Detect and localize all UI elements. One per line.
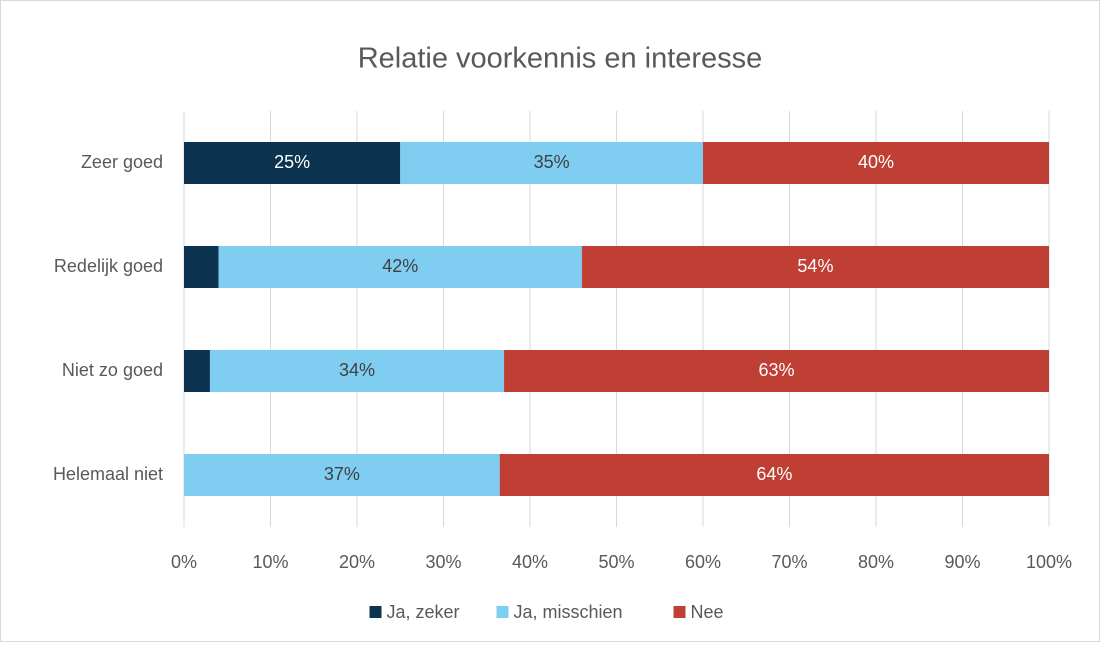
bar-segment: [184, 350, 210, 392]
y-tick-label: Zeer goed: [81, 152, 163, 172]
legend-label: Nee: [691, 602, 724, 622]
bar-segment: [218, 246, 582, 288]
bar-segment: [581, 246, 1049, 288]
x-tick-label: 0%: [171, 552, 197, 572]
x-tick-label: 50%: [598, 552, 634, 572]
data-label: 25%: [274, 152, 310, 172]
bar-segment: [504, 350, 1049, 392]
data-label: 34%: [339, 360, 375, 380]
y-tick-label: Helemaal niet: [53, 464, 163, 484]
legend-label: Ja, zeker: [387, 602, 460, 622]
legend-label: Ja, misschien: [514, 602, 623, 622]
bar-segment: [184, 142, 401, 184]
data-label: 35%: [534, 152, 570, 172]
x-tick-label: 20%: [339, 552, 375, 572]
data-label: 42%: [382, 256, 418, 276]
x-tick-label: 10%: [252, 552, 288, 572]
x-tick-label: 80%: [858, 552, 894, 572]
data-label: 54%: [797, 256, 833, 276]
x-tick-label: 60%: [685, 552, 721, 572]
chart-title: Relatie voorkennis en interesse: [358, 43, 763, 75]
y-tick-label: Redelijk goed: [54, 256, 163, 276]
x-tick-label: 40%: [512, 552, 548, 572]
legend-swatch: [496, 606, 509, 618]
bar-segment: [209, 350, 505, 392]
bar-segment: [703, 142, 1049, 184]
y-tick-label: Niet zo goed: [62, 360, 163, 380]
bar-segment: [184, 246, 219, 288]
x-tick-label: 90%: [944, 552, 980, 572]
bar-segment: [184, 454, 500, 496]
legend-swatch: [673, 606, 686, 618]
x-tick-label: 100%: [1026, 552, 1072, 572]
data-label: 40%: [858, 152, 894, 172]
x-tick-label: 70%: [771, 552, 807, 572]
bar-segment: [499, 454, 1050, 496]
data-label: 63%: [759, 360, 795, 380]
data-label: 64%: [756, 464, 792, 484]
legend-swatch: [369, 606, 382, 618]
x-tick-label: 30%: [425, 552, 461, 572]
bar-segment: [400, 142, 703, 184]
data-label: 37%: [324, 464, 360, 484]
